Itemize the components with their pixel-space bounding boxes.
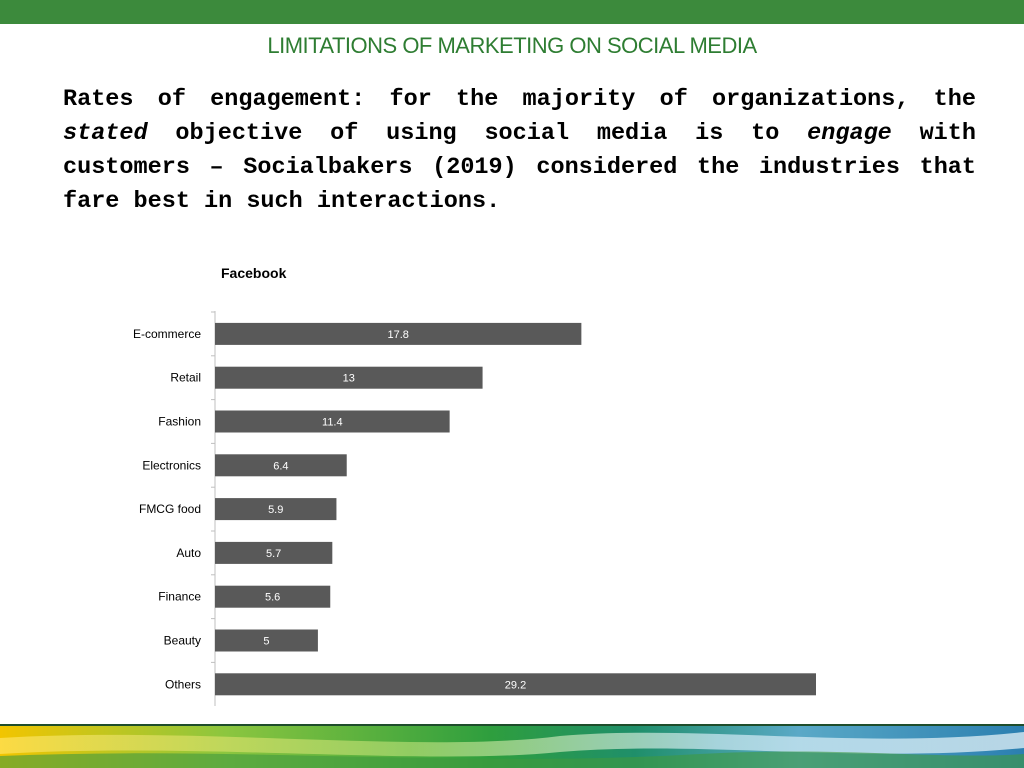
data-label: 29.2 bbox=[505, 679, 526, 691]
bar-e-commerce bbox=[215, 322, 582, 345]
category-label: Finance bbox=[158, 590, 201, 604]
bar-retail bbox=[215, 366, 483, 389]
bar-electronics bbox=[215, 454, 347, 477]
bar-fmcg-food bbox=[215, 498, 337, 521]
footer-decoration bbox=[0, 724, 1024, 768]
paragraph-emphasis-engage: engage bbox=[807, 120, 892, 147]
bar-others bbox=[215, 673, 816, 696]
data-label: 5 bbox=[263, 636, 269, 648]
data-label: 17.8 bbox=[387, 329, 408, 341]
data-label: 11.4 bbox=[322, 417, 343, 429]
data-label: 5.9 bbox=[268, 504, 283, 516]
bar-auto bbox=[215, 541, 333, 564]
paragraph-emphasis-stated: stated bbox=[63, 120, 148, 147]
bar-chart: Facebook E-commerce 17.8 Retail 13 Fashion 11… bbox=[133, 265, 816, 706]
data-label: 6.4 bbox=[273, 460, 288, 472]
slide-paragraph: Rates of engagement: for the majority of… bbox=[63, 83, 976, 219]
slide-title: LIMITATIONS OF MARKETING ON SOCIAL MEDIA bbox=[267, 33, 757, 58]
chart-title: Facebook bbox=[221, 265, 287, 281]
data-label: 5.6 bbox=[265, 592, 280, 604]
data-label: 13 bbox=[343, 373, 355, 385]
bar-fashion bbox=[215, 410, 450, 433]
category-label: Others bbox=[165, 677, 201, 691]
category-label: Fashion bbox=[158, 415, 201, 429]
category-label: Auto bbox=[176, 546, 201, 560]
bar-beauty bbox=[215, 629, 318, 652]
category-label: Beauty bbox=[164, 634, 201, 648]
category-label: Retail bbox=[170, 371, 201, 385]
paragraph-part-1: Rates of engagement: for the majority of… bbox=[63, 86, 976, 113]
category-label: E-commerce bbox=[133, 327, 201, 341]
category-label: FMCG food bbox=[139, 502, 201, 516]
paragraph-part-3: with customers – Socialbakers (2019) con… bbox=[63, 120, 976, 215]
bar-finance bbox=[215, 585, 331, 608]
category-label: Electronics bbox=[142, 458, 201, 472]
paragraph-part-2: objective of using social media is to bbox=[147, 120, 808, 147]
data-label: 5.7 bbox=[266, 548, 281, 560]
header-bar bbox=[0, 0, 1024, 24]
